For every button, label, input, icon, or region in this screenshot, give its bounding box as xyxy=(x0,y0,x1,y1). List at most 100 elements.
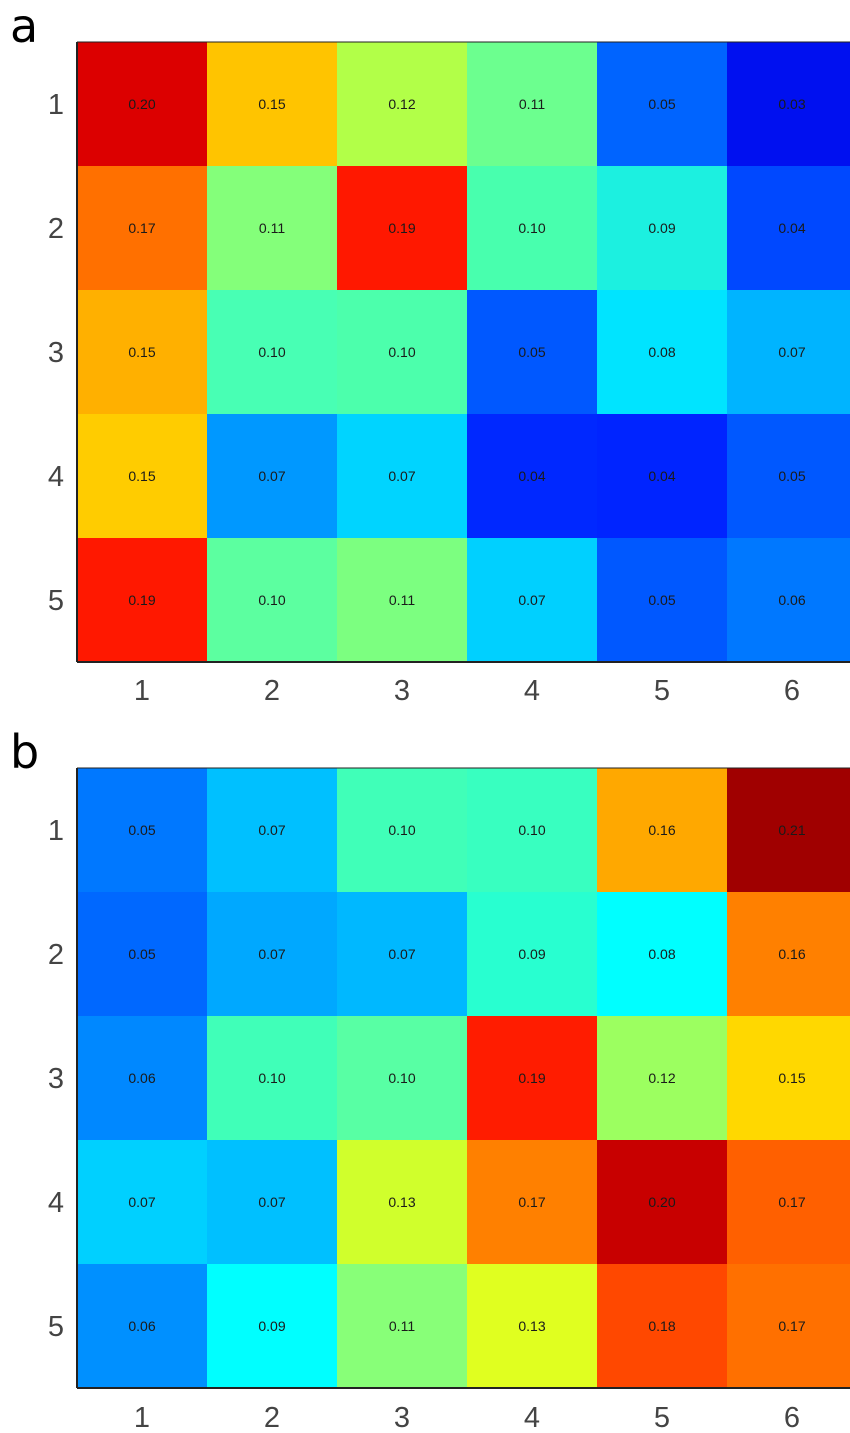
y-tick-label: 4 xyxy=(48,1187,64,1219)
cell-value-label: 0.10 xyxy=(518,822,545,838)
heatmap-cell xyxy=(597,1016,728,1141)
cell-value-label: 0.19 xyxy=(388,220,415,236)
heatmap-cell xyxy=(337,290,468,415)
cell-value-label: 0.07 xyxy=(128,1194,155,1210)
heatmap-cell xyxy=(337,768,468,893)
heatmap-cell xyxy=(77,1264,208,1389)
panel-label: a xyxy=(10,0,38,53)
cell-value-label: 0.12 xyxy=(388,96,415,112)
x-tick-label: 6 xyxy=(784,1402,800,1433)
cell-value-label: 0.21 xyxy=(778,822,805,838)
heatmap-cell xyxy=(207,414,338,539)
x-tick-label: 1 xyxy=(134,675,150,707)
cell-value-label: 0.17 xyxy=(778,1194,805,1210)
heatmap-cell xyxy=(337,166,468,291)
heatmap-cell xyxy=(727,42,850,167)
cell-value-label: 0.06 xyxy=(778,592,805,608)
heatmap-cell xyxy=(207,42,338,167)
heatmap-cell xyxy=(337,538,468,663)
panel-label: b xyxy=(10,725,39,779)
x-tick-label: 2 xyxy=(264,1402,280,1433)
cell-value-label: 0.05 xyxy=(778,468,805,484)
heatmap-cell xyxy=(597,42,728,167)
x-tick-label: 3 xyxy=(394,1402,410,1433)
cell-value-label: 0.06 xyxy=(128,1318,155,1334)
cell-value-label: 0.07 xyxy=(388,468,415,484)
heatmap-cell xyxy=(727,538,850,663)
heatmap-cell xyxy=(337,42,468,167)
cell-value-label: 0.05 xyxy=(128,946,155,962)
heatmap-cell xyxy=(467,1140,598,1265)
heatmap-cell xyxy=(597,538,728,663)
cell-value-label: 0.05 xyxy=(518,344,545,360)
heatmap-cell xyxy=(77,538,208,663)
heatmap-cell xyxy=(207,166,338,291)
heatmap-panel-b: b 0.05 0.07 0.10 0.10 0.16 0.21 0.05 0.07 0.07 0.0… xyxy=(10,725,850,1433)
cell-value-label: 0.10 xyxy=(258,344,285,360)
heatmap-cell xyxy=(77,1016,208,1141)
y-tick-label: 4 xyxy=(48,461,64,493)
heatmap-cell xyxy=(337,892,468,1017)
heatmap-cell xyxy=(207,768,338,893)
heatmap-cell xyxy=(77,414,208,539)
y-tick-label: 1 xyxy=(48,89,64,121)
heatmap-cell xyxy=(597,1264,728,1389)
heatmap-cell xyxy=(207,538,338,663)
cell-value-label: 0.13 xyxy=(518,1318,545,1334)
y-tick-label: 5 xyxy=(48,1311,64,1343)
heatmap-cell xyxy=(77,166,208,291)
heatmap-cell xyxy=(337,1016,468,1141)
heatmap-cell xyxy=(597,1140,728,1265)
cell-value-label: 0.07 xyxy=(258,1194,285,1210)
cell-value-label: 0.15 xyxy=(778,1070,805,1086)
heatmap-cell xyxy=(597,414,728,539)
y-tick-label: 3 xyxy=(48,1063,64,1095)
cell-value-label: 0.05 xyxy=(648,96,675,112)
cell-value-label: 0.18 xyxy=(648,1318,675,1334)
cell-value-label: 0.15 xyxy=(258,96,285,112)
cell-value-label: 0.10 xyxy=(388,344,415,360)
cell-value-label: 0.07 xyxy=(388,946,415,962)
heatmap-cell xyxy=(467,892,598,1017)
cell-value-label: 0.04 xyxy=(778,220,805,236)
cell-value-label: 0.09 xyxy=(518,946,545,962)
heatmap-cell xyxy=(337,1264,468,1389)
cell-value-label: 0.15 xyxy=(128,344,155,360)
heatmap-cell xyxy=(597,290,728,415)
cell-value-label: 0.07 xyxy=(778,344,805,360)
cell-value-label: 0.10 xyxy=(388,1070,415,1086)
heatmap-cell xyxy=(727,1016,850,1141)
heatmap-cell xyxy=(467,290,598,415)
y-tick-label: 2 xyxy=(48,939,64,971)
cell-value-label: 0.17 xyxy=(778,1318,805,1334)
cell-value-label: 0.16 xyxy=(778,946,805,962)
heatmap-cell xyxy=(467,42,598,167)
heatmap-cell xyxy=(77,42,208,167)
cell-value-label: 0.19 xyxy=(518,1070,545,1086)
heatmap-cell xyxy=(727,768,850,893)
y-tick-label: 3 xyxy=(48,337,64,369)
y-tick-label: 2 xyxy=(48,213,64,245)
cell-value-label: 0.09 xyxy=(648,220,675,236)
heatmap-cell xyxy=(77,768,208,893)
x-tick-label: 4 xyxy=(524,1402,540,1433)
cell-value-label: 0.08 xyxy=(648,946,675,962)
cell-value-label: 0.20 xyxy=(648,1194,675,1210)
cell-value-label: 0.07 xyxy=(258,822,285,838)
cell-value-label: 0.15 xyxy=(128,468,155,484)
cell-value-label: 0.11 xyxy=(389,592,415,608)
cell-value-label: 0.17 xyxy=(128,220,155,236)
heatmap-cell xyxy=(727,414,850,539)
cell-value-label: 0.08 xyxy=(648,344,675,360)
cell-value-label: 0.09 xyxy=(258,1318,285,1334)
y-tick-label: 1 xyxy=(48,815,64,847)
heatmap-cell xyxy=(207,290,338,415)
heatmap-cell xyxy=(597,892,728,1017)
cell-value-label: 0.19 xyxy=(128,592,155,608)
heatmap-cell xyxy=(467,538,598,663)
heatmap-cell xyxy=(727,1140,850,1265)
cell-value-label: 0.11 xyxy=(259,220,285,236)
cell-value-label: 0.07 xyxy=(518,592,545,608)
x-tick-label: 2 xyxy=(264,675,280,707)
cell-value-label: 0.12 xyxy=(648,1070,675,1086)
